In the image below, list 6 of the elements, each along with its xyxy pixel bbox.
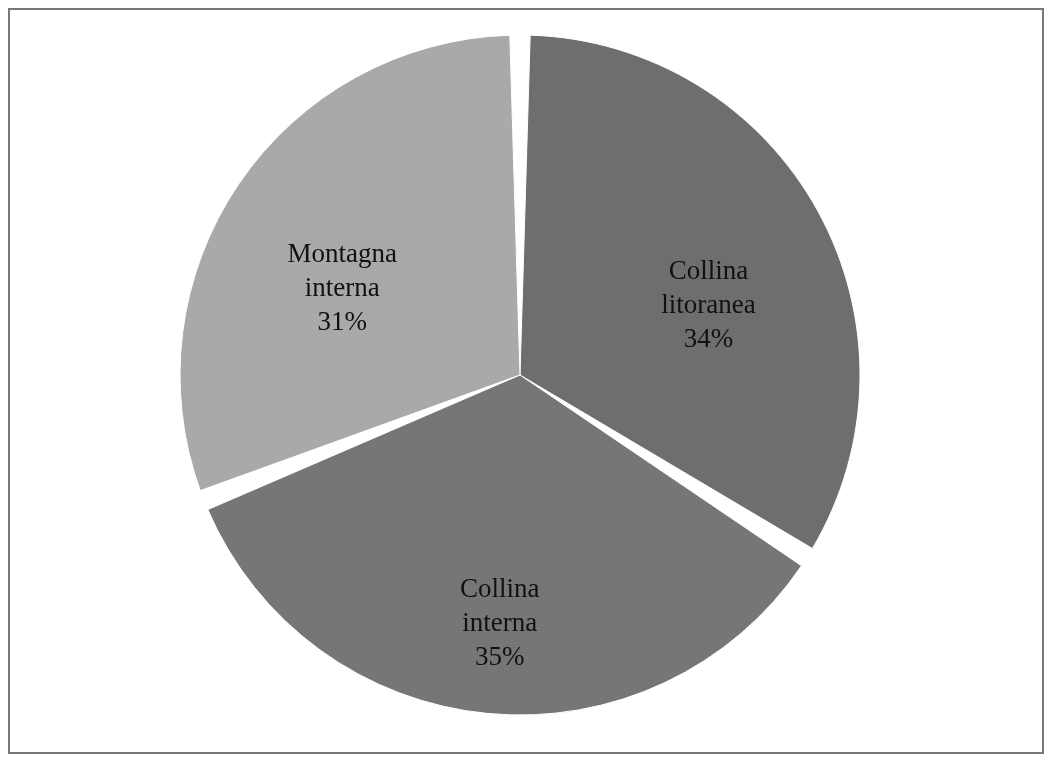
slice-label: Montagna interna bbox=[287, 238, 397, 303]
data-label: 34% bbox=[683, 323, 734, 354]
slice-label: Collina litoranea bbox=[661, 255, 756, 320]
data-label: 31% bbox=[317, 306, 367, 337]
slice-label: Collina interna bbox=[460, 573, 540, 638]
data-label: 35% bbox=[475, 641, 525, 672]
